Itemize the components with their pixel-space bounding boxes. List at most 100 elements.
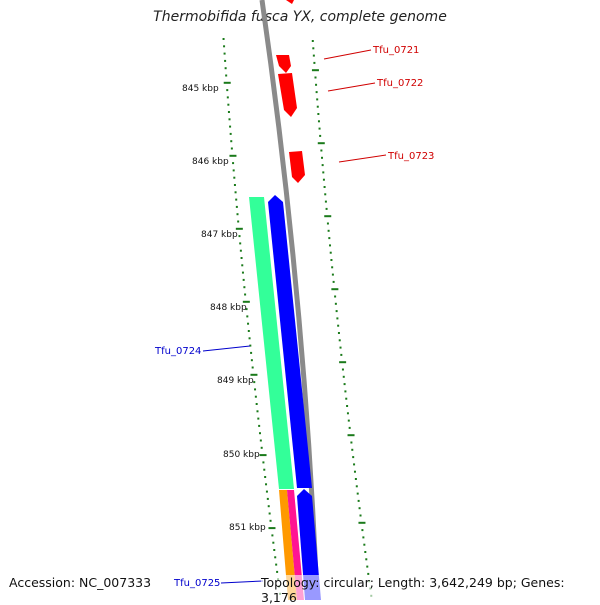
scale-labels: 845 kbp 846 kbp 847 kbp 848 kbp 849 kbp … bbox=[182, 84, 266, 533]
scale-tick-minor bbox=[357, 499, 360, 502]
scale-tick-major bbox=[311, 69, 319, 72]
gene-labels: Tfu_0721 Tfu_0722 Tfu_0723 Tfu_0724 Tfu_… bbox=[154, 45, 434, 589]
scale-tick-minor bbox=[222, 38, 225, 40]
gene-label-tfu-0722[interactable]: Tfu_0722 bbox=[376, 78, 423, 89]
scale-tick-minor bbox=[243, 286, 246, 289]
scale-tick-minor bbox=[253, 381, 256, 384]
scale-tick-minor bbox=[234, 191, 237, 194]
forward-strand-genes bbox=[276, 0, 305, 183]
scale-tick-minor bbox=[272, 541, 275, 544]
gene-tfu-0725-arrow[interactable] bbox=[297, 489, 321, 600]
scale-tick-minor bbox=[247, 322, 250, 325]
scale-tick-minor bbox=[224, 59, 227, 62]
scale-tick-minor bbox=[340, 353, 343, 356]
scale-tick-minor bbox=[312, 47, 315, 50]
scale-label-847: 847 kbp bbox=[201, 230, 238, 240]
scale-tick-minor bbox=[265, 490, 268, 493]
scale-tick-minor bbox=[328, 237, 331, 240]
gene-tfu-0723-arrow[interactable] bbox=[289, 151, 305, 183]
scale-tick-minor bbox=[325, 207, 328, 210]
scale-tick-minor bbox=[248, 337, 251, 340]
scale-tick-minor bbox=[240, 257, 243, 259]
gene-label-tfu-0721[interactable]: Tfu_0721 bbox=[372, 45, 419, 56]
scale-tick-minor bbox=[266, 497, 269, 500]
cds-feature-orange[interactable] bbox=[279, 490, 297, 600]
scale-tick-minor bbox=[348, 426, 351, 429]
scale-tick-minor bbox=[362, 536, 365, 539]
scale-tick-minor bbox=[246, 315, 249, 318]
scale-tick-minor bbox=[345, 397, 348, 400]
scale-tick-minor bbox=[250, 351, 253, 354]
scale-tick-minor bbox=[242, 278, 245, 281]
genome-title: Thermobifida fusca YX, complete genome bbox=[153, 9, 447, 25]
scale-tick-minor bbox=[232, 162, 235, 165]
gene-label-tfu-0724[interactable]: Tfu_0724 bbox=[154, 346, 201, 357]
scale-tick-minor bbox=[342, 375, 345, 378]
scale-tick-minor bbox=[334, 295, 337, 298]
scale-tick-minor bbox=[366, 565, 369, 568]
scale-tick-minor bbox=[251, 366, 254, 369]
scale-tick-minor bbox=[250, 359, 253, 362]
scale-tick-minor bbox=[313, 61, 316, 64]
gene-label-tfu-0725[interactable]: Tfu_0725 bbox=[173, 578, 220, 589]
leader-tfu-0722 bbox=[327, 82, 376, 92]
gene-tfu-0721-arrow[interactable] bbox=[276, 55, 291, 73]
scale-tick-minor bbox=[344, 390, 347, 393]
scale-tick-major bbox=[259, 454, 267, 457]
scale-tick-minor bbox=[323, 186, 326, 188]
scale-tick-minor bbox=[273, 549, 276, 551]
scale-label-849: 849 kbp bbox=[217, 376, 254, 386]
cds-feature-green[interactable] bbox=[249, 197, 294, 489]
scale-tick-major bbox=[235, 227, 243, 230]
scale-tick-major bbox=[317, 142, 325, 145]
scale-tick-minor bbox=[321, 156, 324, 159]
scale-tick-minor bbox=[255, 403, 258, 405]
scale-tick-minor bbox=[329, 251, 332, 254]
scale-tick-minor bbox=[235, 205, 238, 208]
scale-tick-minor bbox=[224, 67, 227, 70]
scale-tick-minor bbox=[316, 105, 319, 108]
scale-tick-minor bbox=[359, 514, 362, 517]
scale-tick-minor bbox=[230, 140, 233, 143]
leader-tfu-0725 bbox=[220, 580, 264, 584]
scale-tick-major bbox=[223, 81, 231, 84]
scale-tick-major bbox=[331, 288, 339, 291]
gene-label-tfu-0723[interactable]: Tfu_0723 bbox=[387, 151, 434, 162]
leader-tfu-0723 bbox=[338, 154, 387, 163]
scale-tick-minor bbox=[226, 89, 229, 92]
scale-tick-minor bbox=[315, 91, 318, 94]
scale-tick-minor bbox=[258, 432, 261, 435]
scale-tick-minor bbox=[244, 293, 247, 296]
cds-feature-pink[interactable] bbox=[287, 490, 304, 600]
scale-tick-minor bbox=[245, 308, 248, 311]
gene-tfu-0724-arrow[interactable] bbox=[268, 195, 312, 488]
scale-tick-minor bbox=[226, 96, 229, 99]
reverse-strand-genes bbox=[268, 195, 321, 600]
scale-tick-minor bbox=[223, 52, 226, 55]
scale-tick-minor bbox=[338, 339, 341, 342]
scale-tick-minor bbox=[364, 551, 367, 553]
genome-summary-text: Topology: circular; Length: 3,642,249 bp… bbox=[261, 575, 600, 605]
scale-tick-major bbox=[229, 154, 237, 157]
scale-tick-minor bbox=[233, 176, 236, 179]
scale-tick-minor bbox=[263, 468, 266, 471]
scale-label-845: 845 kbp bbox=[182, 84, 219, 94]
scale-tick-minor bbox=[332, 280, 335, 283]
scale-tick-minor bbox=[327, 229, 330, 232]
feature-track bbox=[249, 197, 304, 600]
scale-tick-minor bbox=[254, 395, 257, 398]
scale-tick-minor bbox=[334, 302, 337, 305]
scale-label-850: 850 kbp bbox=[223, 450, 260, 460]
scale-tick-minor bbox=[337, 324, 340, 327]
scale-tick-minor bbox=[256, 410, 259, 413]
scale-tick-minor bbox=[229, 125, 232, 128]
gene-tfu-0720-arrow-partial[interactable] bbox=[286, 0, 294, 4]
scale-tick-minor bbox=[361, 529, 364, 532]
scale-tick-minor bbox=[232, 169, 235, 172]
gene-tfu-0722-arrow[interactable] bbox=[278, 73, 297, 117]
scale-tick-minor bbox=[259, 439, 262, 442]
scale-tick-minor bbox=[324, 200, 327, 203]
scale-tick-minor bbox=[318, 127, 321, 130]
scale-tick-minor bbox=[355, 485, 358, 488]
